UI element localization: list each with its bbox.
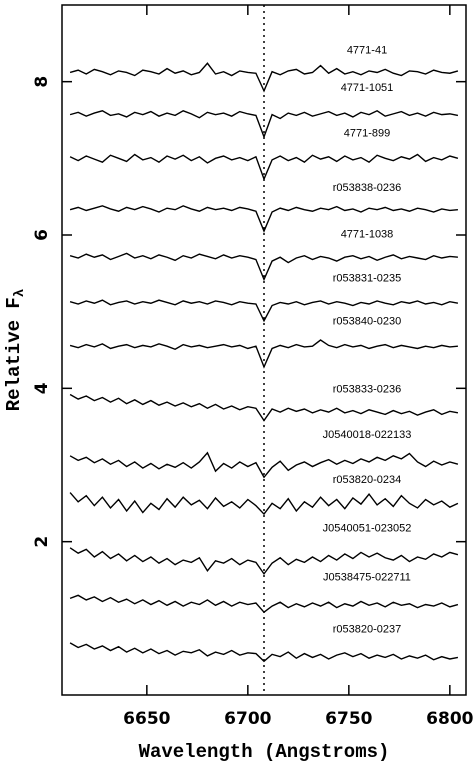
x-tick-label: 6650 [123, 709, 170, 729]
spectrum-line [69, 252, 458, 282]
series-label: r053820-0237 [333, 624, 402, 636]
series-label: J0540051-023052 [323, 522, 412, 534]
series-label: r053840-0230 [333, 315, 402, 327]
y-tick-label: 6 [32, 229, 52, 241]
y-tick-label: 2 [32, 536, 52, 548]
x-tick-label: 6800 [426, 709, 473, 729]
series-label: 4771-899 [344, 127, 391, 139]
series-label: J0540018-022133 [323, 429, 412, 441]
spectrum-line [69, 109, 459, 139]
x-tick-label: 6700 [224, 709, 271, 729]
x-axis-label: Wavelength (Angstroms) [139, 741, 390, 763]
series-label: 4771-1051 [341, 82, 394, 94]
y-axis-label: Relative Fλ [3, 289, 28, 411]
spectrum-line [69, 547, 459, 576]
series-label: r053833-0236 [333, 384, 402, 396]
spectrum-line [69, 393, 459, 422]
series-label: 4771-41 [347, 45, 387, 57]
series-label: 4771-1038 [341, 229, 394, 241]
spectrum-line [69, 492, 459, 516]
series-label: J0538475-022711 [323, 571, 411, 583]
y-axis-label-subscript: λ [12, 289, 28, 297]
y-tick-label: 8 [32, 76, 52, 88]
y-axis-label-main: Relative F [3, 297, 25, 411]
series-label: r053831-0235 [333, 272, 402, 284]
spectrum-line [69, 153, 459, 181]
spectrum-line [69, 642, 459, 663]
y-tick-label: 4 [32, 382, 52, 394]
spectrum-line [69, 451, 459, 479]
spectrum-line [69, 205, 458, 234]
spectrum-line [69, 594, 459, 614]
series-label: r053820-0234 [333, 474, 402, 486]
spectrum-line [69, 339, 458, 369]
spectrum-line [69, 299, 459, 323]
x-tick-label: 6750 [325, 709, 372, 729]
spectrum-line [69, 62, 459, 93]
series-label: r053838-0236 [333, 182, 402, 194]
